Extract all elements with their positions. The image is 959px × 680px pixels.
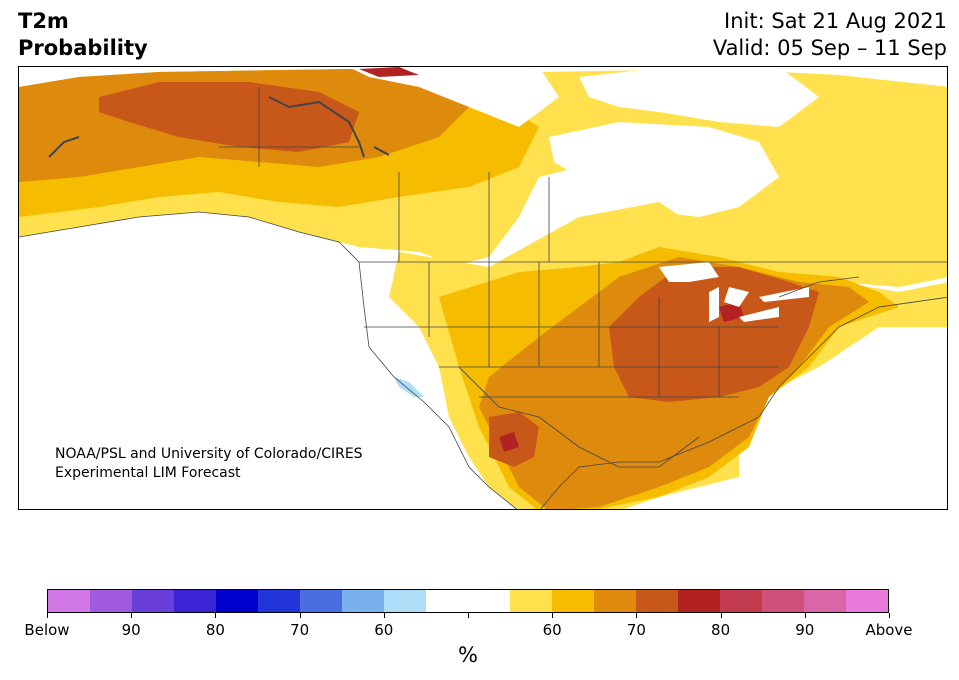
political-borders — [219, 87, 947, 468]
colorbar-cell — [804, 590, 846, 612]
colorbar-tick — [720, 613, 722, 618]
region-arctic-p75 — [359, 67, 419, 77]
map-canvas — [19, 67, 947, 509]
colorbar-tick-label: 90 — [121, 621, 141, 639]
colorbar-tick-label: 90 — [795, 621, 815, 639]
colorbar-cell — [636, 590, 678, 612]
coastlines — [19, 211, 947, 509]
colorbar-tick — [889, 613, 890, 618]
colorbar-cell — [594, 590, 636, 612]
colorbar-cell — [300, 590, 342, 612]
colorbar-tick-label: 80 — [205, 621, 225, 639]
colorbar-cell — [174, 590, 216, 612]
probability-colorbar — [47, 589, 889, 613]
arctic-water — [349, 67, 559, 127]
credit-text: NOAA/PSL and University of Colorado/CIRE… — [55, 445, 363, 483]
colorbar-tick — [468, 613, 469, 618]
colorbar-tick — [299, 613, 301, 618]
colorbar-tick-label: 80 — [711, 621, 731, 639]
kind-label: Probability — [18, 36, 148, 60]
colorbar-tick — [215, 613, 217, 618]
colorbar-tick — [636, 613, 638, 618]
forecast-map: NOAA/PSL and University of Colorado/CIRE… — [18, 66, 948, 510]
rivers — [48, 96, 390, 158]
colorbar-tick-label: 70 — [290, 621, 310, 639]
colorbar-tick-label: 60 — [374, 621, 394, 639]
colorbar-cell — [384, 590, 426, 612]
chart-title: T2m Probability — [18, 8, 148, 62]
arctic-water-east — [579, 67, 819, 127]
colorbar-cell — [342, 590, 384, 612]
colorbar-tick-label: 60 — [542, 621, 562, 639]
colorbar-cell — [510, 590, 552, 612]
region-canada-p70 — [99, 82, 359, 152]
colorbar-tick — [47, 613, 48, 618]
colorbar-tick — [804, 613, 806, 618]
colorbar-tick — [552, 613, 554, 618]
colorbar-cell — [468, 590, 510, 612]
colorbar-cell — [678, 590, 720, 612]
valid-range: Valid: 05 Sep – 11 Sep — [712, 36, 947, 60]
variable-label: T2m — [18, 9, 69, 33]
region-glakes-p75 — [719, 302, 744, 322]
init-date: Init: Sat 21 Aug 2021 — [724, 9, 947, 33]
colorbar-cell — [762, 590, 804, 612]
date-info: Init: Sat 21 Aug 2021 Valid: 05 Sep – 11… — [713, 8, 947, 62]
colorbar-tick — [383, 613, 385, 618]
colorbar-tick-label: Above — [865, 621, 913, 639]
colorbar-cell — [258, 590, 300, 612]
credit-line-2: Experimental LIM Forecast — [55, 465, 241, 481]
colorbar-cell — [846, 590, 888, 612]
region-mexico-p75 — [499, 432, 519, 452]
colorbar-cell — [132, 590, 174, 612]
colorbar-tick-label: 70 — [626, 621, 646, 639]
colorbar-cell — [48, 590, 90, 612]
great-lakes — [659, 262, 809, 322]
colorbar-unit: % — [458, 643, 478, 667]
colorbar-tick-label: Below — [24, 621, 70, 639]
colorbar-tick — [131, 613, 133, 618]
hudson-bay — [549, 122, 779, 217]
colorbar-cell — [552, 590, 594, 612]
region-california-below60 — [394, 377, 424, 397]
colorbar-cell — [720, 590, 762, 612]
colorbar-cell — [216, 590, 258, 612]
colorbar-cell — [90, 590, 132, 612]
colorbar-cell — [426, 590, 468, 612]
credit-line-1: NOAA/PSL and University of Colorado/CIRE… — [55, 446, 363, 462]
